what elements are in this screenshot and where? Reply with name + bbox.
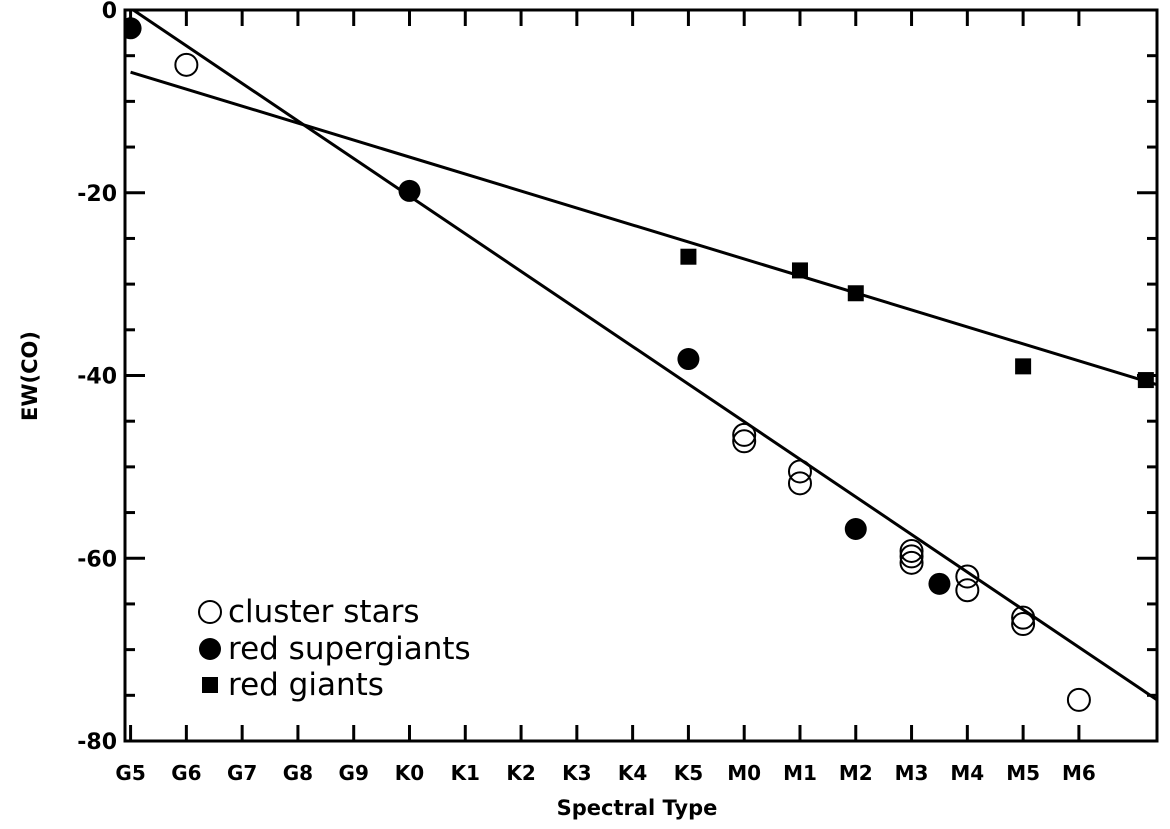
fit-lines bbox=[130, 10, 1157, 702]
cluster-stars-point bbox=[732, 422, 757, 447]
x-tick-label: K0 bbox=[395, 761, 424, 785]
x-tick-label: G6 bbox=[171, 761, 201, 785]
cluster-stars-point bbox=[174, 52, 199, 77]
red-supergiants-point bbox=[398, 179, 421, 202]
legend-marker-red-giants bbox=[202, 677, 218, 693]
x-tick-label: M0 bbox=[727, 761, 761, 785]
x-tick-label: G8 bbox=[283, 761, 313, 785]
y-tick-label: 0 bbox=[102, 0, 117, 24]
red-supergiants-point bbox=[677, 348, 700, 371]
x-tick-label: K1 bbox=[451, 761, 480, 785]
x-tick-label: M6 bbox=[1062, 761, 1096, 785]
red-giants-point bbox=[1015, 358, 1032, 375]
x-tick-label: G7 bbox=[227, 761, 257, 785]
cluster-stars-point bbox=[1011, 605, 1036, 630]
x-tick-label: M2 bbox=[839, 761, 873, 785]
red-giants-point bbox=[680, 248, 697, 265]
red-giants-point bbox=[847, 285, 864, 302]
cluster-stars-point bbox=[787, 471, 812, 496]
data-points bbox=[125, 17, 1154, 712]
cluster-stars-point bbox=[955, 578, 980, 603]
cluster-stars-point bbox=[899, 538, 924, 563]
cluster-stars-point bbox=[787, 459, 812, 484]
red-supergiants-point bbox=[844, 518, 867, 541]
y-axis: 0 -20 -40 -60 -80 bbox=[77, 0, 1157, 755]
legend-marker-cluster-stars bbox=[198, 600, 222, 624]
cluster-stars-point bbox=[1066, 687, 1091, 712]
x-tick-label: K4 bbox=[618, 761, 647, 785]
red-supergiants-point bbox=[928, 572, 951, 595]
x-tick-label: K5 bbox=[674, 761, 703, 785]
y-tick-label: -40 bbox=[77, 365, 117, 390]
legend-marker-red-supergiants bbox=[199, 638, 221, 660]
x-axis-title: Spectral Type bbox=[557, 796, 718, 820]
legend-label-red-giants: red giants bbox=[228, 667, 384, 703]
x-axis: G5 G6 G7 G8 G9 K0 K1 K2 K3 K4 K5 M0 M1 M2 M3 M4 M5 M6 bbox=[115, 10, 1096, 785]
cluster-stars-point bbox=[899, 544, 924, 569]
legend-label-red-supergiants: red supergiants bbox=[228, 631, 471, 667]
cluster-stars-point bbox=[899, 550, 924, 575]
cluster-stars-point bbox=[1011, 612, 1036, 637]
x-tick-label: M5 bbox=[1006, 761, 1040, 785]
legend-label-cluster-stars: cluster stars bbox=[228, 594, 419, 630]
x-tick-label: G9 bbox=[339, 761, 369, 785]
x-tick-label: G5 bbox=[115, 761, 145, 785]
y-tick-label: -60 bbox=[77, 547, 117, 572]
x-tick-label: K2 bbox=[506, 761, 535, 785]
y-axis-title: EW(CO) bbox=[18, 331, 42, 421]
fit-line-2 bbox=[130, 70, 1157, 387]
y-tick-label: -20 bbox=[77, 182, 117, 207]
cluster-stars-point bbox=[955, 564, 980, 589]
x-tick-label: K3 bbox=[562, 761, 591, 785]
y-tick-label: -80 bbox=[77, 730, 117, 755]
x-tick-label: M1 bbox=[783, 761, 817, 785]
red-giants-point bbox=[791, 262, 808, 279]
x-tick-label: M4 bbox=[950, 761, 984, 785]
x-tick-label: M3 bbox=[895, 761, 929, 785]
cluster-stars-point bbox=[732, 429, 757, 454]
